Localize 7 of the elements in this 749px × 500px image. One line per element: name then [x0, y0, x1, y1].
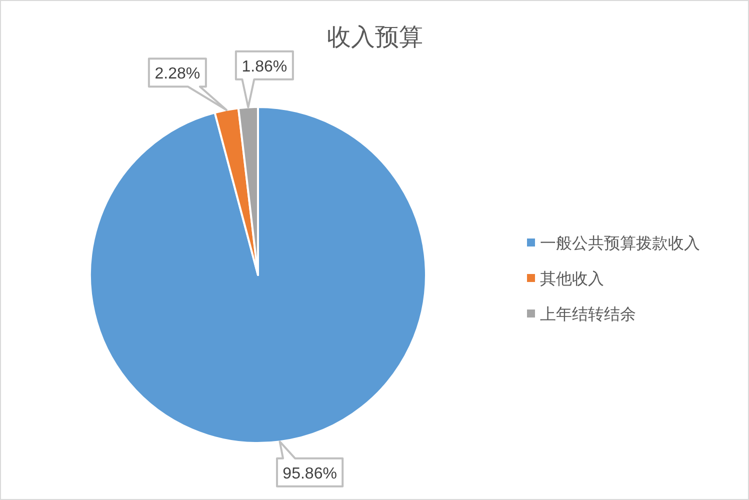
legend-label: 上年结转结余 — [540, 306, 636, 324]
legend-label: 一般公共预算拨款收入 — [540, 234, 700, 252]
data-label: 1.86% — [242, 58, 288, 76]
data-label: 95.86% — [282, 465, 337, 482]
legend-label: 其他收入 — [540, 270, 604, 288]
data-label: 2.28% — [154, 66, 200, 83]
title: 收入预算 — [327, 24, 423, 51]
